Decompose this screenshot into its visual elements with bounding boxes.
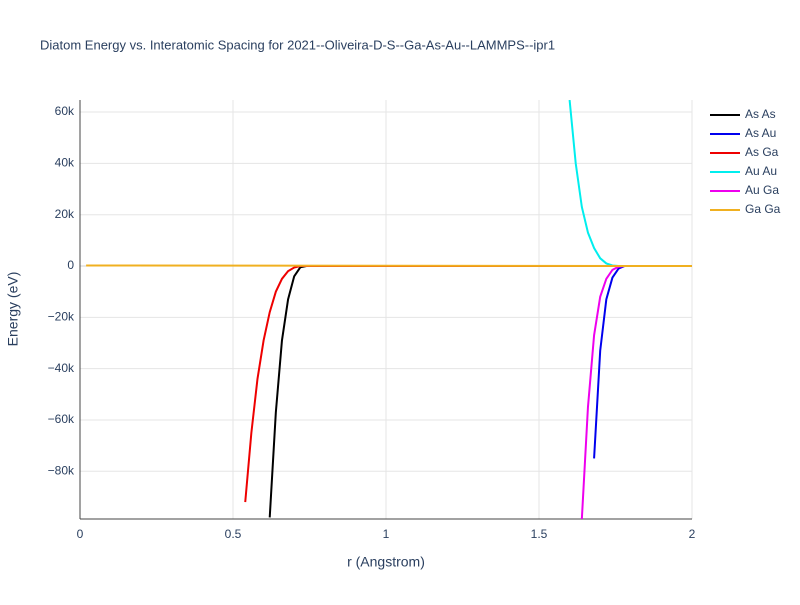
y-tick-label: −60k bbox=[48, 412, 75, 426]
chart-title: Diatom Energy vs. Interatomic Spacing fo… bbox=[40, 37, 555, 52]
x-tick-label: 1 bbox=[383, 527, 390, 541]
y-tick-label: 0 bbox=[67, 258, 74, 272]
y-tick-label: −20k bbox=[48, 309, 75, 323]
y-tick-label: −80k bbox=[48, 463, 75, 477]
legend-label: As Au bbox=[745, 126, 776, 140]
x-axis-label: r (Angstrom) bbox=[347, 554, 425, 570]
legend-label: Ga Ga bbox=[745, 202, 781, 216]
x-tick-label: 1.5 bbox=[531, 527, 548, 541]
y-tick-label: 40k bbox=[55, 156, 75, 170]
x-tick-label: 2 bbox=[689, 527, 696, 541]
series-line bbox=[86, 264, 692, 268]
legend-label: Au Ga bbox=[745, 183, 779, 197]
y-tick-label: −40k bbox=[48, 361, 75, 375]
x-tick-label: 0 bbox=[77, 527, 84, 541]
series-line bbox=[244, 265, 692, 503]
plot-area bbox=[86, 100, 692, 519]
y-axis-label: Energy (eV) bbox=[5, 272, 21, 347]
legend-label: Au Au bbox=[745, 164, 777, 178]
y-tick-label: 60k bbox=[55, 104, 75, 118]
legend-label: As As bbox=[745, 107, 776, 121]
y-tick-label: 20k bbox=[55, 207, 75, 221]
legend-label: As Ga bbox=[745, 145, 779, 159]
x-tick-label: 0.5 bbox=[225, 527, 242, 541]
